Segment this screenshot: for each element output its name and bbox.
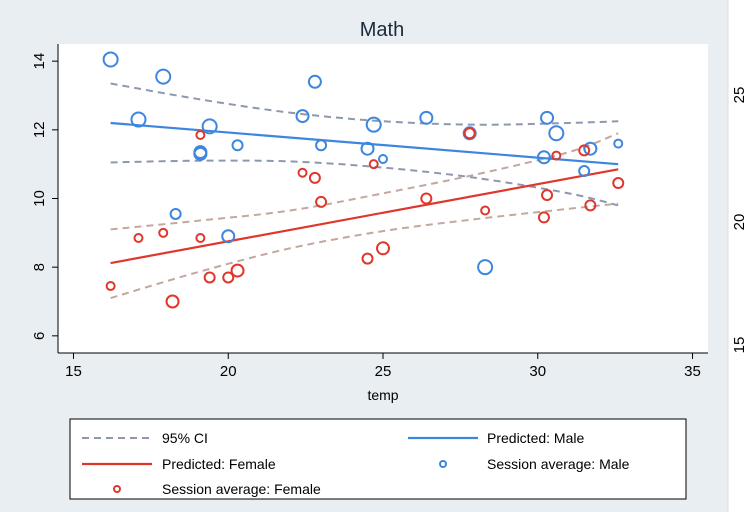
ci_female-lower-line bbox=[110, 202, 619, 300]
x-tick-label-20: 20 bbox=[220, 363, 237, 380]
session-average-male-point-15 bbox=[419, 110, 434, 125]
session-average-male-point-6 bbox=[201, 118, 218, 135]
legend-item-3: Session average: Male bbox=[439, 456, 630, 472]
y-axis-ticks: 6 8 10 12 14 bbox=[31, 53, 58, 340]
session-average-male-point-1 bbox=[130, 111, 147, 128]
session-average-female-point-1 bbox=[133, 232, 144, 243]
x-tick-label-25: 25 bbox=[375, 363, 392, 380]
session-average-male-point-20 bbox=[548, 125, 565, 142]
side-panel-tick-labels: 25 20 15 bbox=[731, 87, 748, 354]
session-average-female-point-18 bbox=[537, 211, 550, 224]
predicted-female-line bbox=[110, 168, 619, 265]
session-average-male-point-11 bbox=[315, 139, 328, 152]
session-average-female-point-16 bbox=[463, 127, 476, 140]
session-average-male-point-22 bbox=[583, 141, 598, 156]
session-average-female-point-7 bbox=[222, 271, 235, 284]
session-average-male-point-7 bbox=[221, 229, 236, 244]
y-tick-label-6: 6 bbox=[31, 332, 48, 340]
session-average-female-point-9 bbox=[297, 167, 308, 178]
session-average-male-point-18 bbox=[536, 150, 551, 165]
session-average-male-point-3 bbox=[169, 207, 182, 220]
legend-label-2: Predicted: Female bbox=[162, 456, 276, 472]
legend-label-3: Session average: Male bbox=[487, 456, 630, 472]
session-average-female-point-13 bbox=[368, 159, 379, 170]
session-average-female-point-6 bbox=[203, 271, 216, 284]
session-average-male-point-10 bbox=[307, 74, 322, 89]
y-tick-label-14: 14 bbox=[31, 53, 48, 70]
x-axis-ticks: 15 20 25 30 35 bbox=[65, 353, 701, 380]
side-panel-tick-label-15: 15 bbox=[731, 337, 748, 354]
side-panel-tick-label-25: 25 bbox=[731, 87, 748, 104]
legend-swatch-session-male bbox=[439, 460, 447, 468]
x-tick-label-30: 30 bbox=[529, 363, 546, 380]
session-average-male-point-5 bbox=[193, 145, 208, 160]
session-average-female-point-8 bbox=[230, 263, 245, 278]
session-average-male-point-2 bbox=[155, 68, 172, 85]
confidence-intervals bbox=[110, 82, 619, 300]
session-average-female-point-20 bbox=[551, 150, 562, 161]
side-panel-tick-label-20: 20 bbox=[731, 214, 748, 231]
legend-item-0: 95% CI bbox=[82, 430, 208, 446]
session-average-male-point-12 bbox=[360, 141, 375, 156]
legend-item-2: Predicted: Female bbox=[82, 456, 276, 472]
session-average-female-point-14 bbox=[376, 241, 390, 256]
session-average-female-point-10 bbox=[308, 171, 321, 184]
chart-title: Math bbox=[360, 19, 404, 41]
legend-label-4: Session average: Female bbox=[162, 481, 321, 497]
y-tick-label-8: 8 bbox=[31, 263, 48, 271]
legend-label-1: Predicted: Male bbox=[487, 430, 584, 446]
session-average-male-point-19 bbox=[540, 110, 555, 125]
legend-label-0: 95% CI bbox=[162, 430, 208, 446]
session-average-female-point-4 bbox=[195, 232, 206, 243]
legend: 95% CI Predicted: Male Predicted: Female Se… bbox=[69, 418, 687, 500]
y-tick-label-10: 10 bbox=[31, 190, 48, 207]
session-average-male-point-17 bbox=[477, 259, 494, 276]
session-average-female-point-19 bbox=[541, 189, 554, 202]
session-average-female-point-12 bbox=[361, 252, 374, 265]
session-average-female-point-17 bbox=[480, 205, 491, 216]
ci_female-upper-line bbox=[110, 132, 619, 231]
legend-box bbox=[69, 418, 687, 500]
session-average-male-point-0 bbox=[102, 51, 119, 68]
x-tick-label-35: 35 bbox=[684, 363, 701, 380]
ci_male-upper-line bbox=[110, 159, 619, 207]
session-average-male-point-23 bbox=[613, 138, 624, 149]
session-average-female-point-22 bbox=[584, 199, 597, 212]
session-average-male-point-9 bbox=[295, 109, 310, 124]
session-average-male-point-8 bbox=[231, 139, 244, 152]
session-average-female-point-23 bbox=[612, 177, 625, 190]
session-average-female-point-5 bbox=[195, 129, 206, 140]
legend-swatch-session-female bbox=[113, 485, 121, 493]
legend-item-4: Session average: Female bbox=[113, 481, 321, 497]
x-tick-label-15: 15 bbox=[65, 363, 82, 380]
session-average-male-point-14 bbox=[378, 154, 388, 165]
session-average-male-point-13 bbox=[365, 116, 382, 133]
session-average-female-point-3 bbox=[165, 294, 180, 309]
session-average-female-point-11 bbox=[315, 195, 328, 208]
scatter-points bbox=[102, 51, 625, 309]
ci_male-lower-line bbox=[110, 82, 619, 126]
session-average-female-point-21 bbox=[578, 144, 591, 157]
session-average-female-point-0 bbox=[105, 281, 116, 292]
session-average-female-point-15 bbox=[420, 192, 433, 205]
side-panel bbox=[728, 0, 754, 512]
gridlines bbox=[58, 60, 708, 337]
session-average-female-point-2 bbox=[158, 227, 169, 238]
session-average-male-point-21 bbox=[578, 165, 591, 178]
y-tick-label-12: 12 bbox=[31, 121, 48, 138]
legend-item-1: Predicted: Male bbox=[408, 430, 584, 446]
x-axis-label: temp bbox=[367, 387, 398, 403]
